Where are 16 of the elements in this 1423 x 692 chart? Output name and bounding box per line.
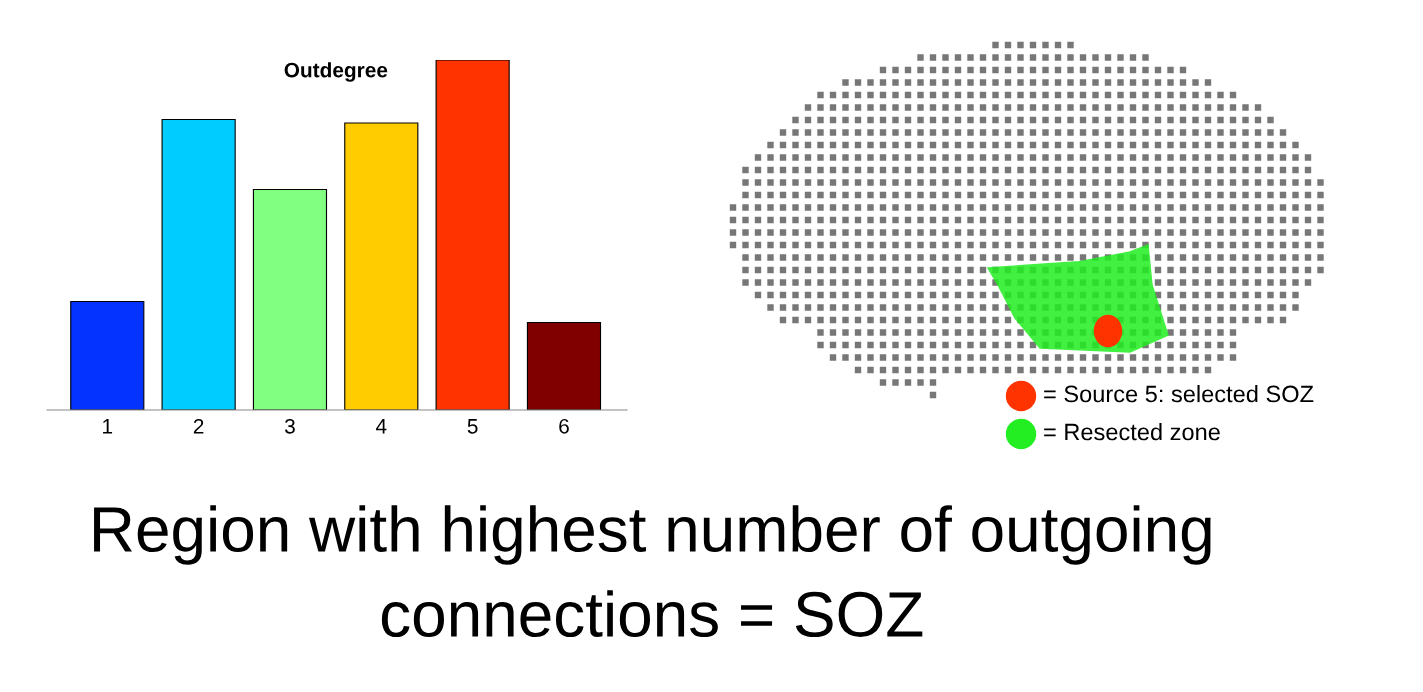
x-tick-label: 1 — [103, 419, 113, 434]
x-tick-label: 5 — [467, 419, 478, 434]
x-tick-label: 4 — [375, 419, 387, 434]
bar — [161, 118, 236, 410]
bar — [344, 122, 419, 410]
x-tick-label: 2 — [193, 418, 204, 434]
chart-title: Outdegree — [284, 62, 388, 82]
x-tick-label: 3 — [284, 418, 295, 434]
bar — [526, 321, 602, 410]
text: = Resected zone — [1044, 422, 1220, 441]
bar — [435, 60, 510, 410]
bar — [70, 300, 145, 410]
text: Region with highest number of outgoing connections = SOZ — [94, 505, 1211, 638]
text: = Source 5: selected SOZ — [1044, 384, 1314, 403]
bar — [252, 188, 328, 410]
x-tick-label: 6 — [559, 418, 569, 434]
